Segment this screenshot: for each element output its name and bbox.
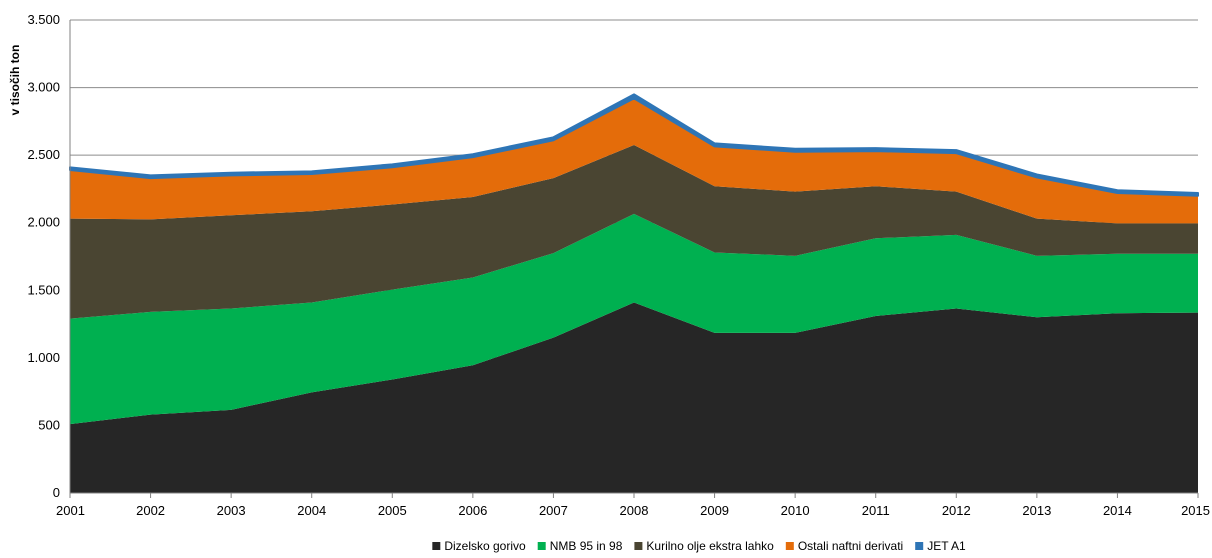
legend: Dizelsko gorivo NMB 95 in 98 Kurilno olje … — [432, 539, 966, 553]
x-tick-label: 2007 — [539, 503, 568, 518]
y-tick-labels: 0 500 1.000 1.500 2.000 2.500 3.000 3.500 — [27, 12, 60, 500]
x-tick-label: 2012 — [942, 503, 971, 518]
area-nmb-95-in-98 — [70, 213, 1198, 425]
x-tick-label: 2003 — [217, 503, 246, 518]
x-tick-label: 2014 — [1103, 503, 1132, 518]
legend-label: Dizelsko gorivo — [444, 539, 526, 553]
y-tick-label: 3.500 — [27, 12, 60, 27]
area-jet-a1 — [69, 93, 1199, 197]
legend-item-kurilno-olje-ekstra-lahko: Kurilno olje ekstra lahko — [634, 539, 774, 553]
x-tick-label: 2015 — [1181, 503, 1210, 518]
area-kurilno-olje-ekstra-lahko — [70, 145, 1198, 319]
x-tick-label: 2009 — [700, 503, 729, 518]
y-tick-label: 3.000 — [27, 80, 60, 95]
x-tick-label: 2010 — [781, 503, 810, 518]
y-tick-label: 500 — [38, 417, 60, 432]
x-tick-label: 2013 — [1022, 503, 1051, 518]
x-tick-labels: 2001 2002 2003 2004 2005 2006 2007 2008 2009 2010… — [56, 503, 1210, 518]
legend-label: Kurilno olje ekstra lahko — [646, 539, 774, 553]
legend-item-nmb-95-in-98: NMB 95 in 98 — [537, 539, 623, 553]
x-tick-label: 2006 — [458, 503, 487, 518]
y-tick-label: 1.000 — [27, 350, 60, 365]
y-tick-label: 0 — [53, 485, 60, 500]
legend-swatch — [785, 542, 794, 550]
x-tick-label: 2008 — [620, 503, 649, 518]
x-tick-label: 2004 — [297, 503, 326, 518]
legend-swatch — [432, 542, 441, 550]
x-tick-label: 2005 — [378, 503, 407, 518]
x-tick-label: 2011 — [862, 503, 890, 518]
y-tick-label: 2.500 — [27, 147, 60, 162]
legend-label: NMB 95 in 98 — [550, 539, 623, 553]
x-tick-label: 2002 — [136, 503, 165, 518]
y-tick-label: 2.000 — [27, 215, 60, 230]
plot-areas — [69, 93, 1199, 493]
legend-item-dizelsko-gorivo: Dizelsko gorivo — [432, 539, 526, 553]
legend-label: JET A1 — [927, 539, 966, 553]
y-tick-label: 1.500 — [27, 282, 60, 297]
legend-swatch — [537, 542, 546, 550]
axes — [69, 20, 1199, 498]
legend-swatch — [634, 542, 643, 550]
legend-item-ostali-naftni-derivati: Ostali naftni derivati — [785, 539, 903, 553]
legend-swatch — [915, 542, 924, 550]
area-dizelsko-gorivo — [70, 302, 1198, 493]
area-ostali-naftni-derivati — [70, 98, 1198, 224]
legend-item-jet-a1: JET A1 — [915, 539, 966, 553]
y-axis-title: v tisočih ton — [8, 45, 22, 116]
x-tick-label: 2001 — [56, 503, 85, 518]
legend-label: Ostali naftni derivati — [798, 539, 903, 553]
